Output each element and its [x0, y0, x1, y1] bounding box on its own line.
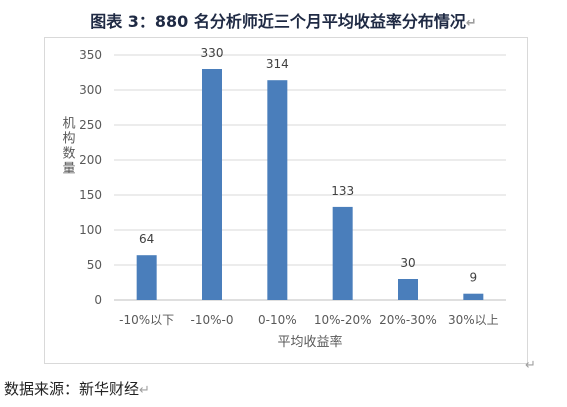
x-tick-label: 10%-20% [314, 313, 372, 327]
y-tick-label: 300 [79, 83, 102, 97]
x-tick-label: 20%-30% [379, 313, 437, 327]
y-tick-label: 150 [79, 188, 102, 202]
x-tick-label: -10%-0 [191, 313, 234, 327]
data-label: 330 [201, 46, 224, 60]
bar [398, 279, 418, 300]
bar [463, 293, 484, 300]
y-tick-label: 0 [94, 293, 102, 307]
x-tick-label: -10%以下 [119, 313, 174, 327]
source-paragraph-mark: ↵ [139, 383, 150, 398]
paragraph-mark: ↵ [465, 16, 477, 31]
corner-paragraph-mark: ↵ [525, 358, 536, 373]
y-tick-label: 350 [79, 48, 102, 62]
bar [202, 69, 222, 300]
data-source: 数据来源：新华财经↵ [4, 378, 150, 399]
y-tick-label: 200 [79, 153, 102, 167]
bar [332, 206, 353, 300]
data-label: 64 [139, 232, 154, 246]
data-label: 314 [266, 57, 289, 71]
data-source-text: 数据来源：新华财经 [4, 380, 140, 398]
x-tick-label: 30%以上 [448, 313, 499, 327]
bar [267, 80, 288, 300]
chart-frame [44, 37, 528, 364]
y-tick-label: 250 [79, 118, 102, 132]
figure-title: 图表 3：880 名分析师近三个月平均收益率分布情况↵ [0, 8, 567, 32]
bar [136, 255, 157, 300]
data-label: 30 [400, 256, 415, 270]
y-tick-label: 50 [87, 258, 102, 272]
y-axis-title: 机构数量 [62, 117, 75, 177]
data-label: 9 [470, 271, 478, 285]
figure-title-text: 图表 3：880 名分析师近三个月平均收益率分布情况 [90, 12, 466, 31]
x-axis-title: 平均收益率 [277, 334, 342, 350]
y-tick-label: 100 [79, 223, 102, 237]
x-tick-label: 0-10% [258, 313, 297, 327]
data-label: 133 [331, 184, 354, 198]
